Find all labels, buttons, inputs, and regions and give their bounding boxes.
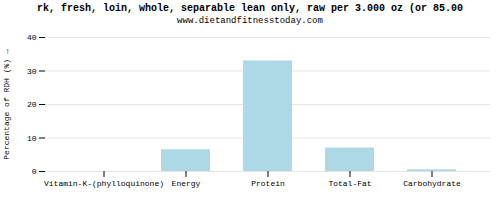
svg-text:Total-Fat: Total-Fat (328, 179, 371, 188)
svg-text:40: 40 (27, 33, 37, 42)
svg-text:30: 30 (27, 67, 37, 76)
svg-text:10: 10 (27, 134, 37, 143)
svg-text:Carbohydrate: Carbohydrate (403, 179, 461, 188)
html-text:rk, fresh, loin, whole, separa: rk, fresh, loin, whole, separable lean o… (37, 3, 463, 14)
html-text:www.dietandfitnesstoday.com: www.dietandfitnesstoday.com (177, 16, 323, 26)
svg-text:Protein: Protein (251, 179, 285, 188)
svg-text:0: 0 (32, 167, 37, 176)
svg-text:Vitamin-K-(phylloquinone): Vitamin-K-(phylloquinone) (44, 179, 164, 188)
svg-text:20: 20 (27, 100, 37, 109)
svg-text:Percentage of RDH (%) →: Percentage of RDH (%) → (2, 49, 11, 160)
svg-text:Energy: Energy (172, 179, 201, 188)
